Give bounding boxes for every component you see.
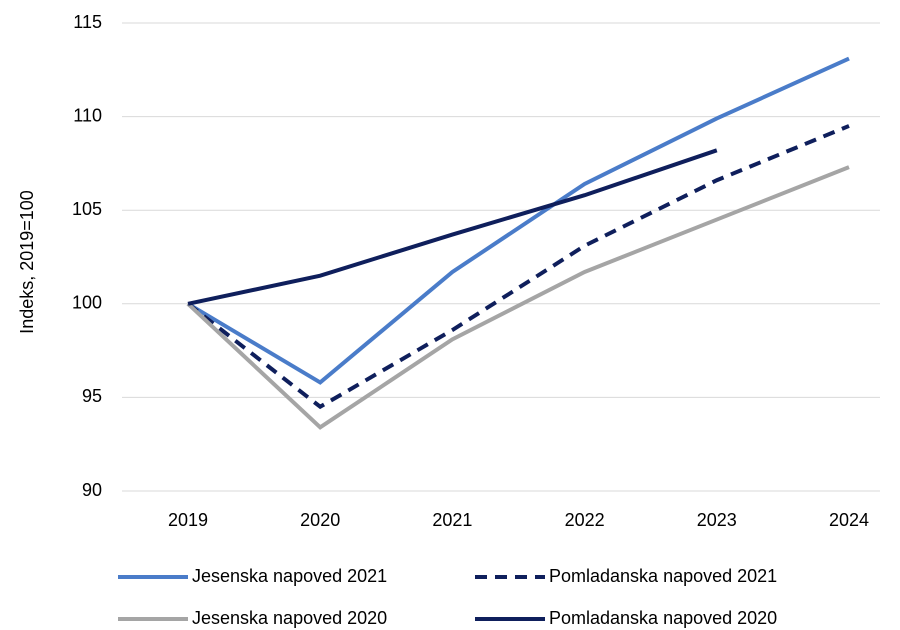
legend-label: Jesenska napoved 2020 <box>192 608 387 628</box>
y-tick-label: 105 <box>72 199 102 219</box>
y-tick-label: 90 <box>82 480 102 500</box>
x-tick-label: 2024 <box>829 510 869 530</box>
x-tick-label: 2019 <box>168 510 208 530</box>
y-tick-label: 100 <box>72 293 102 313</box>
x-tick-label: 2022 <box>565 510 605 530</box>
legend-label: Pomladanska napoved 2021 <box>549 566 777 586</box>
x-tick-label: 2020 <box>300 510 340 530</box>
x-tick-label: 2023 <box>697 510 737 530</box>
y-tick-label: 115 <box>73 12 102 32</box>
y-tick-label: 110 <box>73 105 102 125</box>
series-line <box>187 148 718 306</box>
legend-label: Pomladanska napoved 2020 <box>549 608 777 628</box>
x-tick-label: 2021 <box>432 510 472 530</box>
y-axis-label: Indeks, 2019=100 <box>17 190 37 334</box>
series-line <box>186 165 850 430</box>
y-tick-label: 95 <box>82 386 102 406</box>
legend-label: Jesenska napoved 2021 <box>192 566 387 586</box>
series-line <box>186 56 850 385</box>
series-line <box>186 124 850 410</box>
